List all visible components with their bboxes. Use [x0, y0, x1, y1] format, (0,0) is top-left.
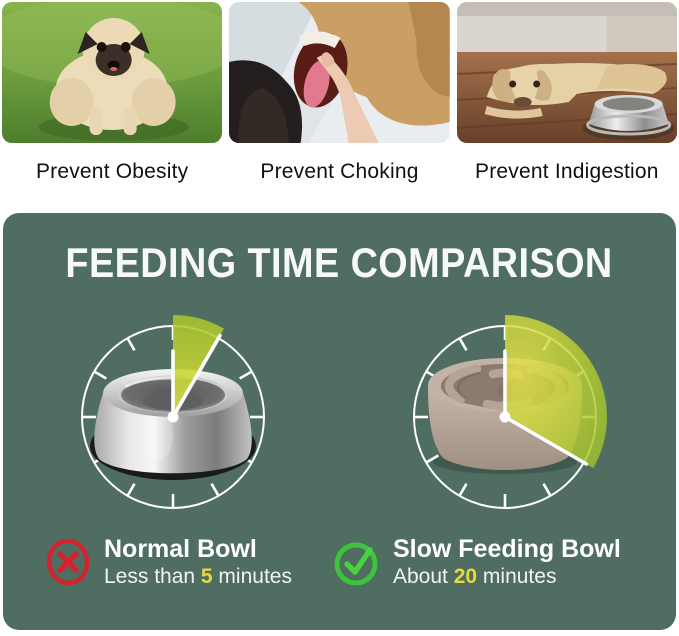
result-title: Slow Feeding Bowl — [393, 535, 621, 563]
result-normal-bowl: Normal Bowl Less than 5 minutes — [45, 535, 292, 589]
result-title: Normal Bowl — [104, 535, 257, 563]
benefit-card-choking: Prevent Choking — [229, 2, 450, 185]
clock-hands — [499, 349, 589, 466]
indigestion-illustration — [456, 2, 677, 143]
benefit-caption: Prevent Choking — [260, 160, 419, 183]
photo-checking-dog-open-mouth — [229, 2, 450, 143]
result-detail: About 20 minutes — [393, 565, 557, 588]
benefit-caption: Prevent Indigestion — [475, 160, 659, 183]
steel-bowl-image — [90, 369, 256, 480]
comparison-title: FEEDING TIME COMPARISON — [65, 239, 614, 286]
check-circle-icon — [334, 537, 380, 587]
clock-hands — [167, 333, 222, 423]
comparison-panel: FEEDING TIME COMPARISON — [3, 213, 676, 630]
normal-bowl-clock — [63, 307, 283, 527]
benefit-caption: Prevent Obesity — [35, 160, 189, 183]
pug-illustration — [2, 2, 223, 143]
normal-bowl-clock-graphic — [81, 315, 265, 509]
benefits-row: Prevent Obesity — [0, 0, 679, 185]
result-detail: Less than 5 minutes — [104, 565, 292, 588]
slow-feeding-bowl-clock — [395, 307, 615, 527]
result-text: Normal Bowl Less than 5 minutes — [104, 535, 292, 589]
cross-circle-icon — [45, 537, 91, 587]
result-slow-feeding-bowl: Slow Feeding Bowl About 20 minutes — [334, 535, 621, 589]
slow-feeding-bowl-clock-graphic — [413, 315, 607, 509]
minutes-value: 5 — [200, 565, 213, 588]
benefit-card-indigestion: Prevent Indigestion — [456, 2, 677, 185]
photo-fat-pug-on-grass — [2, 2, 223, 143]
photo-dog-lying-beside-steel-bowl — [456, 2, 677, 143]
benefit-card-obesity: Prevent Obesity — [2, 2, 223, 185]
minutes-value: 20 — [453, 565, 478, 588]
result-text: Slow Feeding Bowl About 20 minutes — [393, 535, 621, 589]
choking-illustration — [229, 2, 450, 143]
